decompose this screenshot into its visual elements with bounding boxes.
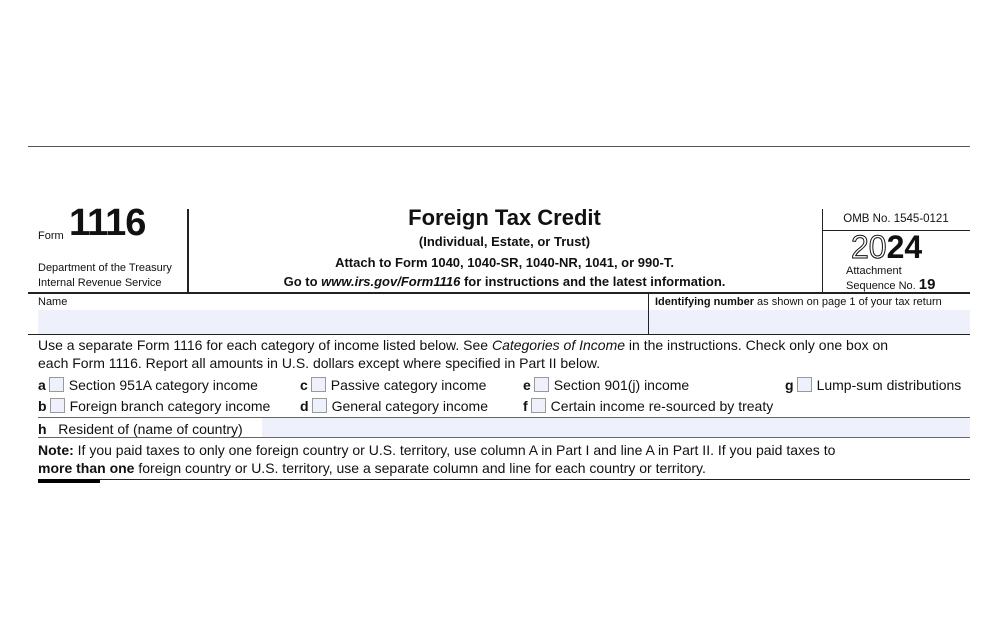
sequence-text: Sequence No. [846,280,916,292]
divider [822,209,823,292]
instructions-line2: each Form 1116. Report all amounts in U.… [38,355,601,371]
category-c[interactable]: c Passive category income [300,377,487,393]
instructions-line1: Use a separate Form 1116 for each catego… [38,337,889,353]
header-bottom-rule [28,292,970,294]
category-a[interactable]: a Section 951A category income [38,377,258,393]
form-title: Foreign Tax Credit [408,205,601,230]
category-b[interactable]: b Foreign branch category income [38,398,271,414]
name-input[interactable] [38,310,648,334]
dept-treasury: Department of the Treasury [38,262,172,274]
goto-prefix: Go to [283,274,322,289]
form-subtitle: (Individual, Estate, or Trust) [418,234,591,249]
goto-suffix: for instructions and the latest informat… [460,274,726,289]
sequence-label: Sequence No. 19 [846,276,935,293]
id-number-label: Identifying number as shown on page 1 of… [655,296,942,308]
checkbox[interactable] [533,377,549,392]
divider [38,437,970,438]
name-label: Name [38,296,68,308]
bottom-rule [38,479,970,480]
resident-country-input[interactable] [262,418,970,437]
tax-year: 2024 [851,229,923,266]
divider [822,230,970,231]
irs-label: Internal Revenue Service [38,277,162,289]
form-number: 1116 [69,202,146,244]
resident-label: h Resident of (name of country) [38,421,243,437]
checkbox[interactable] [49,398,65,413]
note-line1: Note: If you paid taxes to only one fore… [38,442,836,458]
divider [28,334,970,335]
category-g[interactable]: g Lump-sum distributions [785,377,962,393]
checkbox[interactable] [311,398,327,413]
checkbox[interactable] [48,377,64,392]
year-outline: 20 [851,229,888,266]
note-line2: more than one foreign country or U.S. te… [38,460,706,476]
divider [38,417,970,418]
top-rule [28,146,970,147]
form-label: Form [38,230,64,242]
checkbox[interactable] [310,377,326,392]
id-label-bold: Identifying number [655,296,754,308]
identifying-number-input[interactable] [649,310,970,334]
id-label-rest: as shown on page 1 of your tax return [754,296,942,308]
attach-text: Attach to Form 1040, 1040-SR, 1040-NR, 1… [335,255,674,270]
part-marker [38,479,100,483]
checkbox[interactable] [796,377,812,392]
checkbox[interactable] [530,398,546,413]
year-bold: 24 [886,229,923,265]
category-e[interactable]: e Section 901(j) income [523,377,690,393]
goto-text: Go to www.irs.gov/Form1116 for instructi… [187,274,822,289]
irs-link[interactable]: www.irs.gov/Form1116 [321,274,461,289]
category-f[interactable]: f Certain income re-sourced by treaty [523,398,774,414]
attachment-label: Attachment [846,265,902,277]
sequence-number: 19 [918,276,936,293]
divider [187,209,189,292]
divider [648,294,649,334]
omb-number: OMB No. 1545-0121 [843,213,949,225]
category-d[interactable]: d General category income [300,398,488,414]
